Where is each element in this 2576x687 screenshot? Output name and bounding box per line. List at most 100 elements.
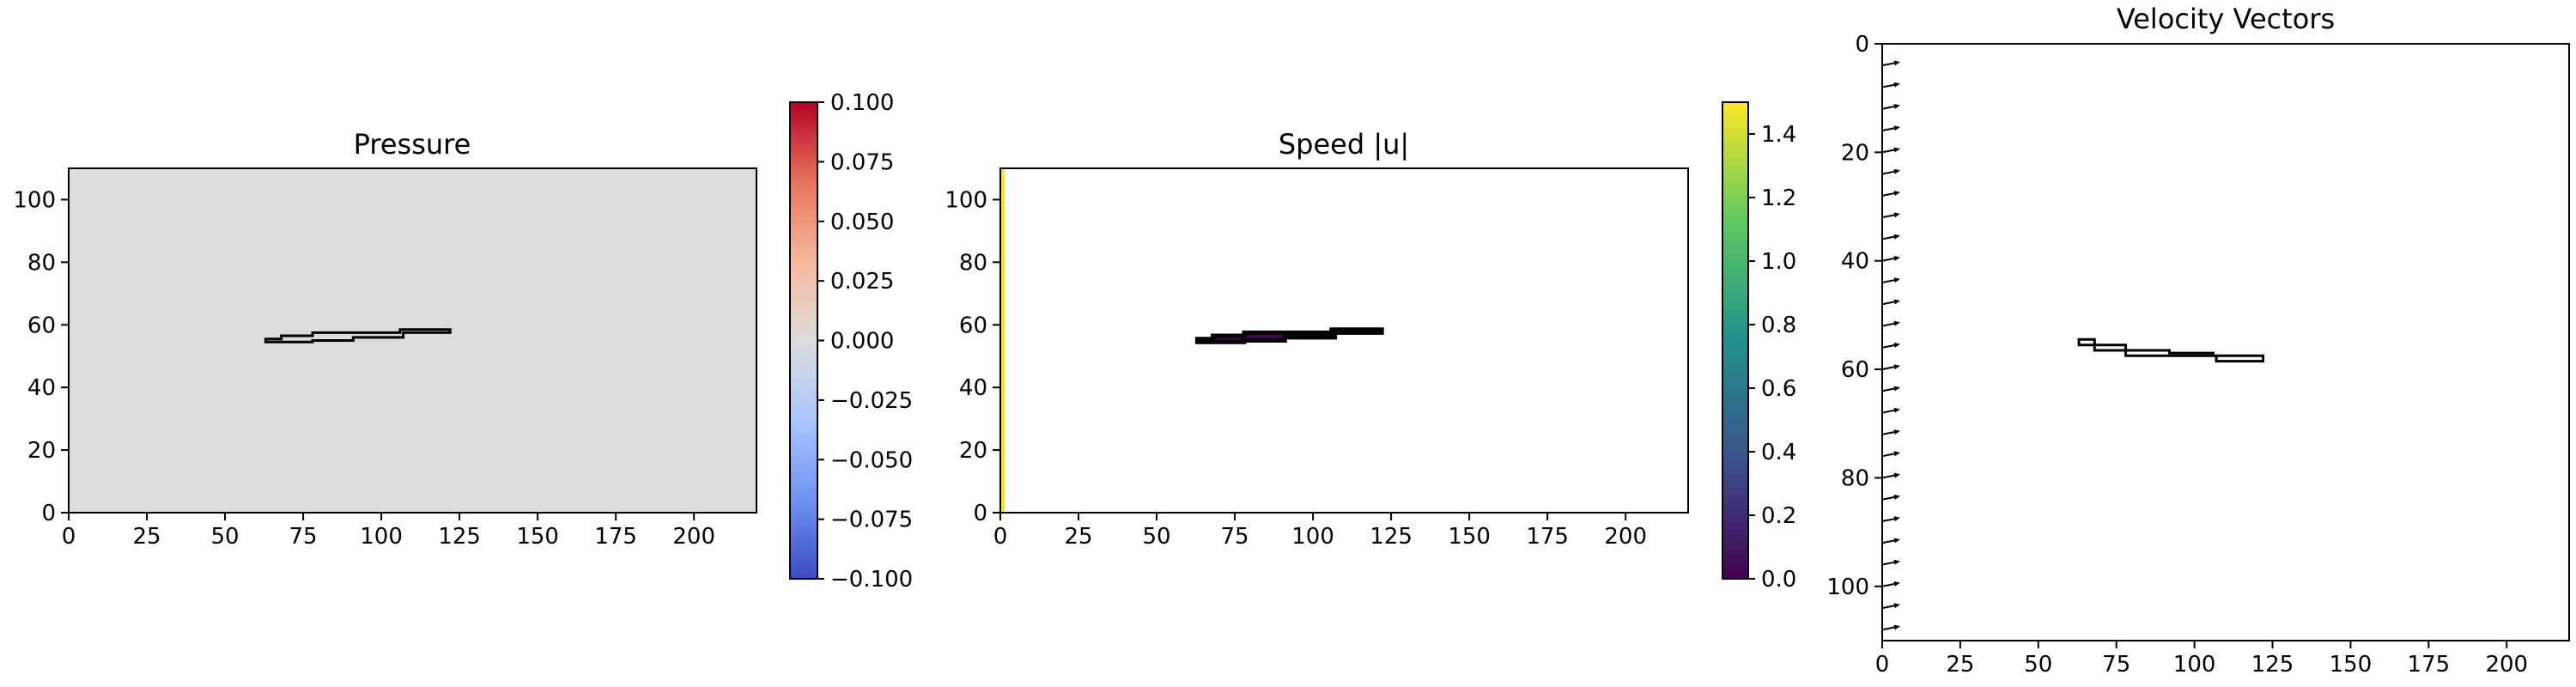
speed-x-tick-label: 25 — [1064, 524, 1092, 550]
velocity-arrow — [1881, 386, 1900, 392]
speed-y-tick-label: 80 — [959, 250, 987, 276]
speed-y-tick-label: 40 — [959, 375, 987, 401]
pressure-colorbar-label: −0.025 — [830, 388, 913, 414]
pressure-panel: Pressure 0 25 50 75 100 125 150 175 200 0 20 40 60 8… — [13, 128, 757, 550]
velocity-arrow — [1881, 60, 1900, 67]
velocity-x-tick-label: 50 — [2024, 652, 2052, 678]
velocity-arrow — [1881, 320, 1900, 327]
pressure-colorbar-label: 0.025 — [830, 269, 894, 295]
velocity-x-tick-label: 175 — [2408, 652, 2451, 678]
pressure-title: Pressure — [354, 128, 471, 161]
pressure-y-axis: 0 20 40 60 80 100 — [13, 187, 69, 526]
pressure-x-tick-label: 50 — [210, 524, 239, 550]
speed-y-axis: 0 20 40 60 80 100 — [945, 187, 1000, 526]
velocity-x-tick-label: 75 — [2102, 652, 2130, 678]
pressure-x-tick-label: 100 — [360, 524, 403, 550]
speed-obstacle-outline — [1194, 327, 1384, 344]
pressure-colorbar-label: 0.100 — [830, 90, 894, 116]
speed-x-tick-label: 100 — [1291, 524, 1334, 550]
speed-inflow-column — [1000, 168, 1005, 513]
speed-x-tick-label: 50 — [1142, 524, 1170, 550]
pressure-colorbar-label: −0.075 — [830, 508, 913, 533]
velocity-arrow — [1881, 82, 1900, 88]
velocity-x-axis: 0 25 50 75 100 125 150 175 200 — [1875, 641, 2528, 678]
velocity-arrow — [1881, 212, 1900, 219]
velocity-title: Velocity Vectors — [2117, 3, 2335, 35]
pressure-x-tick-label: 150 — [516, 524, 559, 550]
pressure-x-tick-label: 0 — [62, 524, 76, 550]
velocity-arrow — [1881, 191, 1900, 197]
pressure-x-tick-label: 175 — [594, 524, 637, 550]
velocity-arrow — [1881, 429, 1900, 435]
velocity-y-tick-label: 40 — [1841, 249, 1869, 275]
velocity-panel: Velocity Vectors 0 25 50 75 100 125 150 175 200 … — [1826, 3, 2570, 678]
velocity-x-tick-label: 200 — [2485, 652, 2528, 678]
velocity-y-tick-label: 60 — [1841, 357, 1869, 383]
velocity-arrow — [1881, 104, 1900, 110]
speed-title: Speed |u| — [1279, 128, 1409, 161]
speed-x-tick-label: 200 — [1604, 524, 1647, 550]
velocity-arrow — [1881, 603, 1900, 610]
velocity-arrow — [1881, 494, 1900, 501]
velocity-arrow — [1881, 343, 1900, 349]
pressure-x-tick-label: 125 — [438, 524, 481, 550]
velocity-arrow — [1881, 277, 1900, 283]
speed-y-tick-label: 20 — [959, 438, 987, 464]
pressure-colorbar-label: −0.050 — [830, 447, 913, 473]
velocity-arrow — [1881, 559, 1900, 566]
velocity-arrow — [1881, 299, 1900, 306]
speed-colorbar-label: 1.2 — [1761, 185, 1796, 211]
speed-colorbar-label: 0.6 — [1761, 376, 1796, 402]
velocity-arrow — [1881, 516, 1900, 522]
velocity-x-tick-label: 100 — [2173, 652, 2216, 678]
speed-colorbar-label: 0.8 — [1761, 313, 1796, 338]
pressure-x-tick-label: 200 — [672, 524, 715, 550]
pressure-y-tick-label: 0 — [41, 501, 56, 526]
pressure-x-axis: 0 25 50 75 100 125 150 175 200 — [62, 513, 715, 550]
pressure-y-tick-label: 40 — [27, 375, 56, 401]
velocity-arrow — [1881, 581, 1900, 587]
velocity-arrow — [1881, 407, 1900, 414]
velocity-x-tick-label: 25 — [1946, 652, 1974, 678]
pressure-x-tick-label: 75 — [289, 524, 318, 550]
pressure-colorbar-ticks: 0.100 0.075 0.050 0.025 0.000 −0.025 −0.050 −0.… — [817, 90, 913, 593]
pressure-colorbar-label: 0.050 — [830, 210, 894, 235]
velocity-arrow — [1881, 168, 1900, 175]
pressure-x-tick-label: 25 — [132, 524, 161, 550]
velocity-x-tick-label: 0 — [1875, 652, 1890, 678]
pressure-y-tick-label: 60 — [27, 313, 56, 338]
speed-x-tick-label: 175 — [1526, 524, 1569, 550]
velocity-arrow — [1881, 147, 1900, 154]
velocity-x-tick-label: 125 — [2251, 652, 2294, 678]
pressure-obstacle-outline — [264, 328, 452, 344]
speed-panel: Speed |u| 0 25 50 75 100 125 150 175 200 0 20 40 60… — [945, 128, 1689, 550]
velocity-y-tick-label: 100 — [1826, 575, 1869, 600]
pressure-y-tick-label: 20 — [27, 438, 56, 464]
velocity-arrow — [1881, 472, 1900, 479]
speed-x-tick-label: 150 — [1448, 524, 1491, 550]
velocity-arrow — [1881, 125, 1900, 132]
pressure-colorbar: 0.100 0.075 0.050 0.025 0.000 −0.025 −0.050 −0.… — [789, 90, 913, 593]
speed-colorbar-ticks: 1.4 1.2 1.0 0.8 0.6 0.4 0.2 0.0 — [1748, 122, 1796, 593]
velocity-plot-frame — [1881, 43, 2570, 641]
speed-field — [1000, 168, 1688, 513]
velocity-x-tick-label: 150 — [2330, 652, 2372, 678]
pressure-plot-frame — [68, 167, 757, 514]
speed-colorbar: 1.4 1.2 1.0 0.8 0.6 0.4 0.2 0.0 — [1722, 101, 1796, 593]
velocity-y-tick-label: 80 — [1841, 465, 1869, 491]
speed-colorbar-label: 0.0 — [1761, 567, 1796, 593]
speed-colorbar-label: 0.4 — [1761, 440, 1796, 465]
pressure-colorbar-label: −0.100 — [830, 567, 913, 593]
pressure-colorbar-gradient — [789, 101, 818, 580]
velocity-arrow — [1881, 234, 1900, 240]
pressure-colorbar-label: 0.000 — [830, 329, 894, 355]
speed-x-tick-label: 0 — [993, 524, 1008, 550]
speed-x-tick-label: 125 — [1370, 524, 1413, 550]
pressure-y-tick-label: 100 — [13, 187, 56, 213]
speed-colorbar-label: 0.2 — [1761, 503, 1796, 529]
speed-colorbar-label: 1.4 — [1761, 122, 1796, 148]
pressure-y-tick-label: 80 — [27, 250, 56, 276]
velocity-arrow — [1881, 451, 1900, 458]
velocity-y-tick-label: 20 — [1841, 140, 1869, 166]
